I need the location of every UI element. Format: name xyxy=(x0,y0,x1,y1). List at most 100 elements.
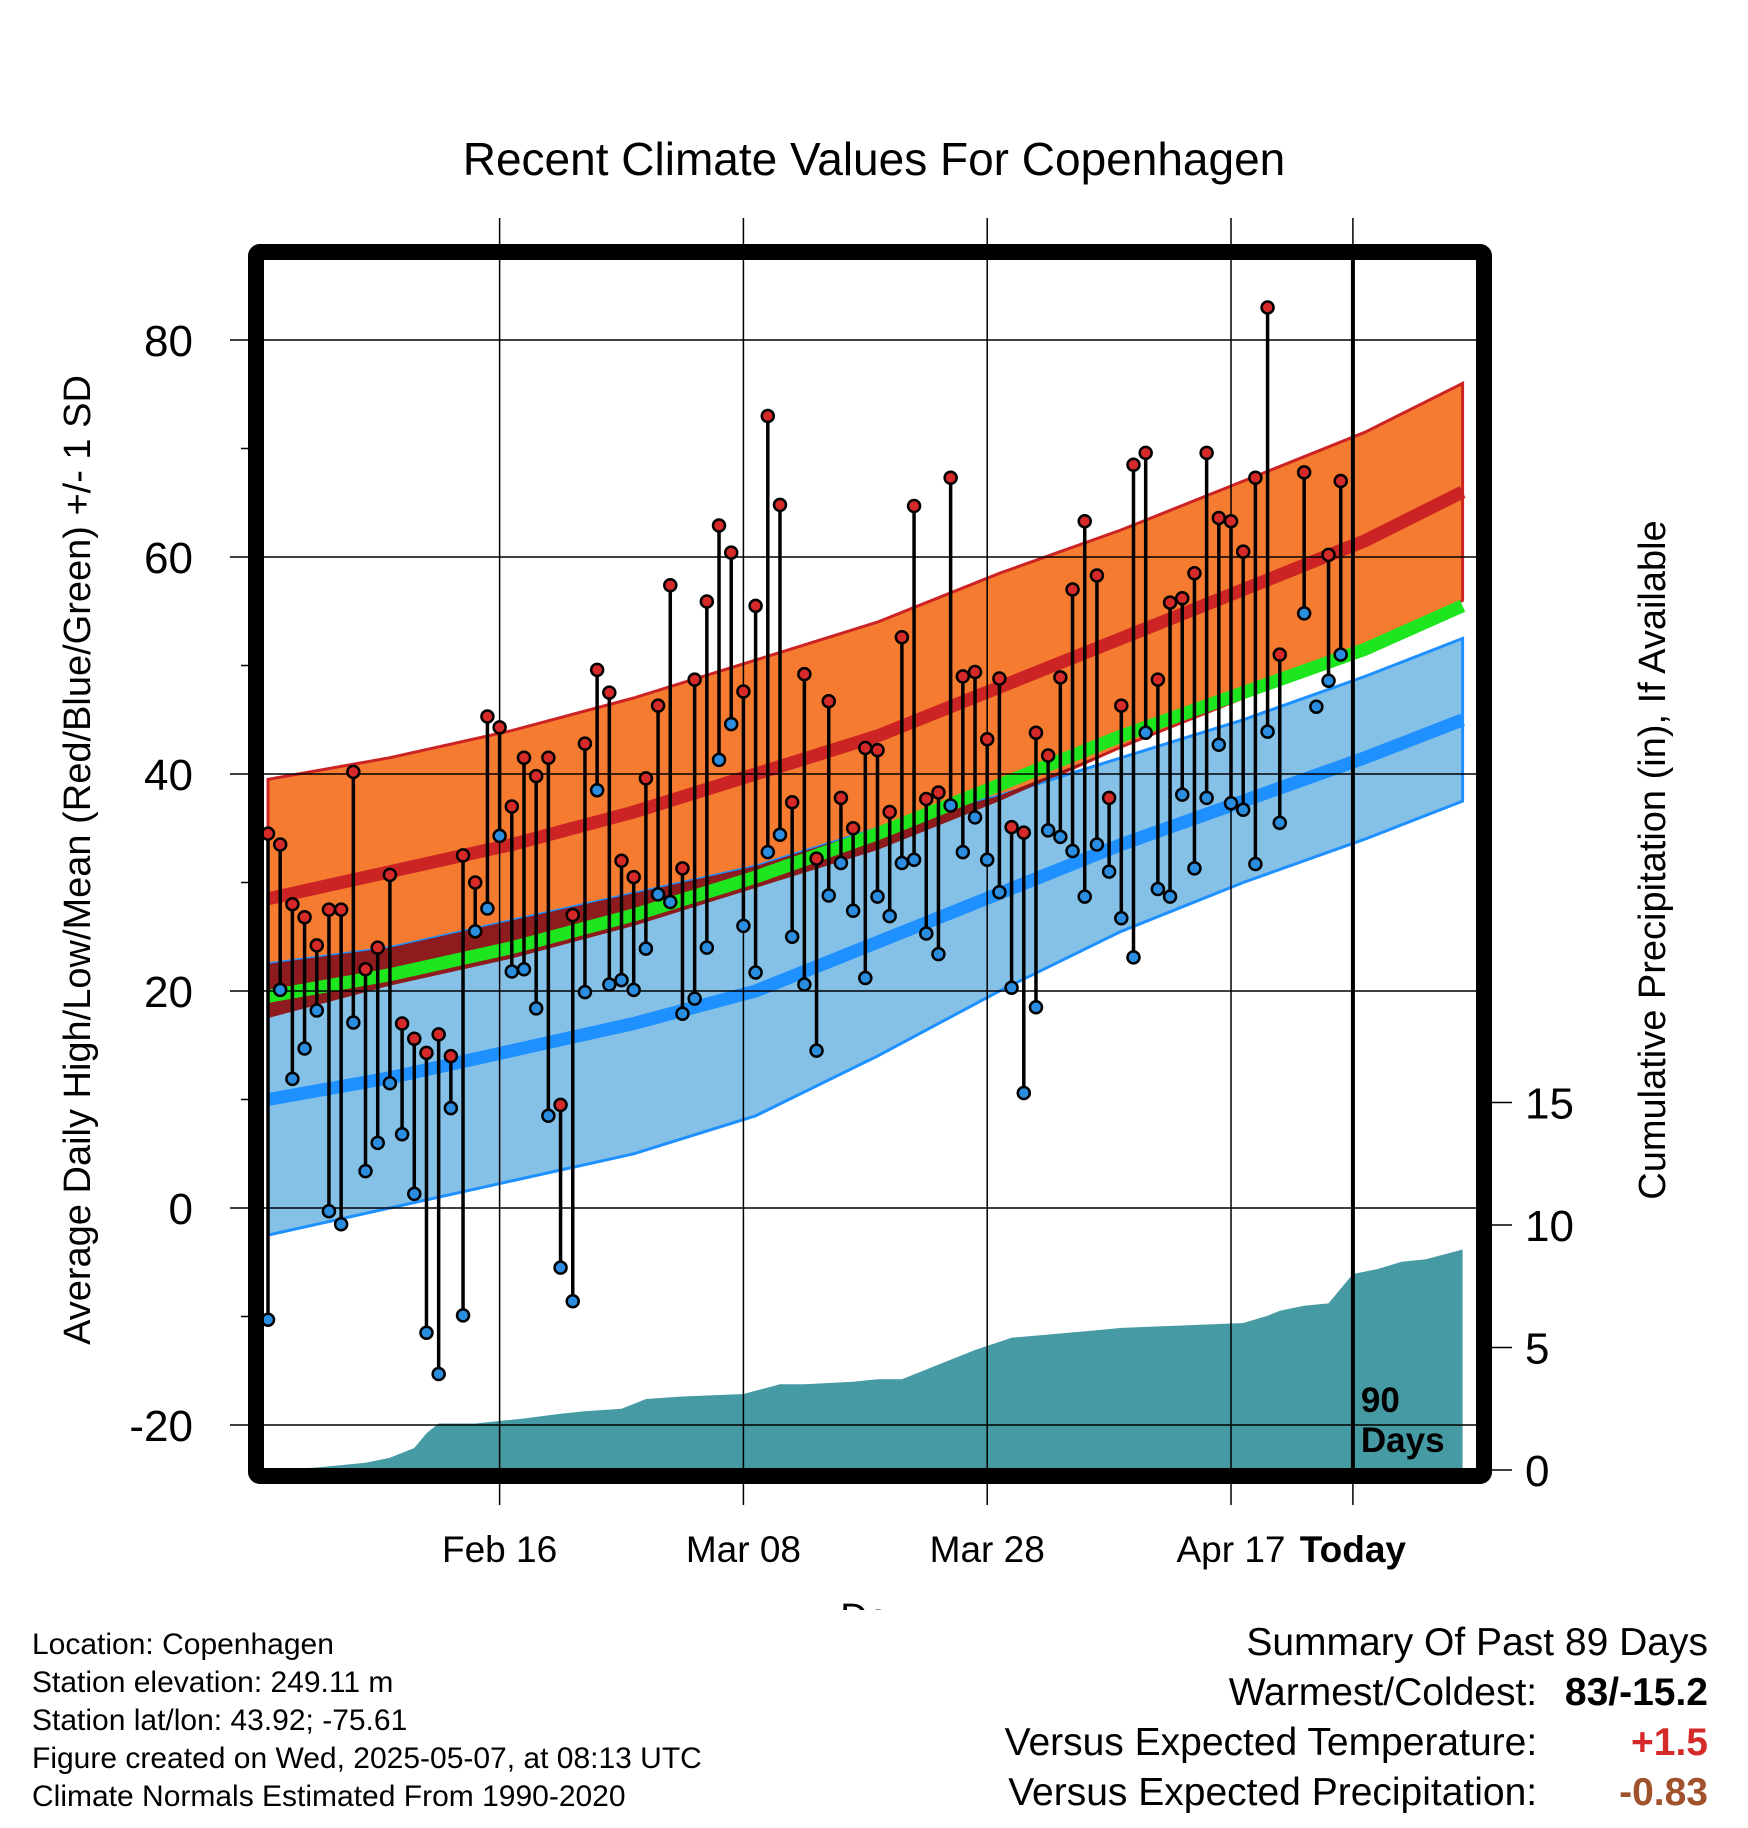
daily-low-point xyxy=(931,946,946,962)
daily-high-point xyxy=(736,684,751,699)
daily-low-point xyxy=(1272,815,1288,831)
daily-low-point xyxy=(1248,856,1263,872)
daily-low-point xyxy=(736,918,751,934)
daily-low-point xyxy=(748,965,763,980)
daily-high-point xyxy=(1040,748,1056,763)
daily-high-point xyxy=(784,794,800,810)
daily-high-point xyxy=(346,764,361,780)
daily-high-point xyxy=(699,594,715,609)
daily-high-point xyxy=(1248,470,1263,486)
summary-title: Summary Of Past 89 Days xyxy=(1246,1621,1708,1664)
daily-high-point xyxy=(1296,465,1312,480)
daily-low-point xyxy=(1138,725,1153,741)
daily-low-point xyxy=(1040,823,1056,838)
daily-low-point xyxy=(1260,724,1275,739)
today-marker-text: Days xyxy=(1361,1421,1445,1460)
daily-low-point xyxy=(321,1204,337,1219)
daily-high-point xyxy=(687,672,702,687)
x-axis-label: Day xyxy=(840,1597,908,1610)
y-tick-label: 80 xyxy=(144,317,193,366)
temp-label: Versus Expected Temperature: xyxy=(1004,1721,1538,1764)
daily-low-point xyxy=(1065,843,1080,859)
daily-high-point xyxy=(1053,670,1068,685)
normals-text: Climate Normals Estimated From 1990-2020 xyxy=(32,1780,626,1813)
daily-high-point xyxy=(272,837,288,852)
daily-high-point xyxy=(1333,473,1348,489)
daily-low-point xyxy=(699,940,715,955)
daily-low-point xyxy=(262,1312,276,1328)
daily-low-point xyxy=(687,991,702,1006)
daily-low-point xyxy=(1235,802,1251,818)
daily-high-point xyxy=(297,909,312,925)
daily-high-point xyxy=(1150,672,1166,687)
daily-high-point xyxy=(589,662,605,678)
x-tick-label: Mar 28 xyxy=(930,1529,1045,1570)
daily-high-point xyxy=(1004,819,1019,835)
daily-low-point xyxy=(309,1003,325,1018)
daily-low-point xyxy=(967,810,983,825)
daily-high-point xyxy=(431,1027,446,1042)
daily-high-point xyxy=(1187,566,1202,581)
daily-low-point xyxy=(455,1308,471,1323)
daily-high-point xyxy=(528,768,544,784)
daily-high-point xyxy=(821,694,836,709)
daily-low-point xyxy=(467,924,483,939)
normal-high-line xyxy=(266,486,1466,906)
daily-low-point xyxy=(1175,787,1190,802)
daily-low-point xyxy=(723,716,739,732)
daily-low-point xyxy=(333,1217,349,1232)
daily-low-point xyxy=(541,1108,556,1124)
daily-low-point xyxy=(919,926,934,941)
y-tick-label: -20 xyxy=(129,1402,193,1451)
daily-low-point xyxy=(1162,889,1178,904)
summary-temp-row: Versus Expected Temperature: +1.5 xyxy=(1005,1718,1708,1768)
daily-low-point xyxy=(845,903,861,918)
daily-high-point xyxy=(1162,595,1178,610)
daily-high-point xyxy=(262,826,276,841)
daily-high-point xyxy=(565,907,580,923)
y2-axis-label: Cumulative Precipitation (in), If Availa… xyxy=(1632,520,1674,1199)
daily-low-point xyxy=(1126,950,1141,965)
daily-high-point xyxy=(370,940,385,955)
chart-title: Recent Climate Values For Copenhagen xyxy=(463,133,1286,185)
daily-low-point xyxy=(1187,861,1202,876)
daily-low-point xyxy=(638,941,654,956)
latlon-text: Station lat/lon: 43.92; -75.61 xyxy=(32,1704,408,1737)
daily-low-point xyxy=(443,1100,459,1116)
daily-low-point xyxy=(772,827,788,843)
daily-low-point xyxy=(809,1043,824,1058)
daily-high-point xyxy=(650,698,666,713)
daily-high-point xyxy=(979,732,995,747)
daily-low-point xyxy=(1004,980,1019,995)
daily-low-point xyxy=(675,1006,690,1022)
daily-low-point xyxy=(943,798,958,813)
daily-low-point xyxy=(626,982,641,998)
location-text: Location: Copenhagen xyxy=(32,1628,334,1661)
daily-high-point xyxy=(443,1048,459,1064)
daily-low-point xyxy=(1333,647,1348,662)
daily-low-point xyxy=(358,1163,373,1179)
station-info: Location: Copenhagen Station elevation: … xyxy=(32,1626,702,1816)
x-tick-label: Today xyxy=(1300,1529,1407,1570)
daily-low-point xyxy=(553,1260,568,1275)
x-tick-label: Feb 16 xyxy=(442,1529,557,1570)
temp-value: +1.5 xyxy=(1631,1721,1708,1764)
daily-high-point xyxy=(748,598,763,614)
daily-low-point xyxy=(1199,790,1214,806)
precip-label: Versus Expected Precipitation: xyxy=(1008,1771,1538,1814)
daily-high-point xyxy=(711,518,727,533)
daily-high-point xyxy=(1016,825,1032,840)
daily-high-point xyxy=(285,896,300,912)
daily-low-point xyxy=(577,984,593,1000)
daily-high-point xyxy=(407,1031,422,1046)
daily-high-point xyxy=(992,671,1007,686)
daily-high-point xyxy=(309,938,325,953)
daily-high-point xyxy=(504,799,520,814)
daily-low-point xyxy=(784,929,800,944)
normal-low-line xyxy=(266,713,1465,1106)
daily-high-point xyxy=(602,685,617,700)
y-tick-label: 60 xyxy=(144,534,193,583)
daily-high-point xyxy=(760,408,776,424)
y2-tick-label: 15 xyxy=(1525,1080,1574,1129)
